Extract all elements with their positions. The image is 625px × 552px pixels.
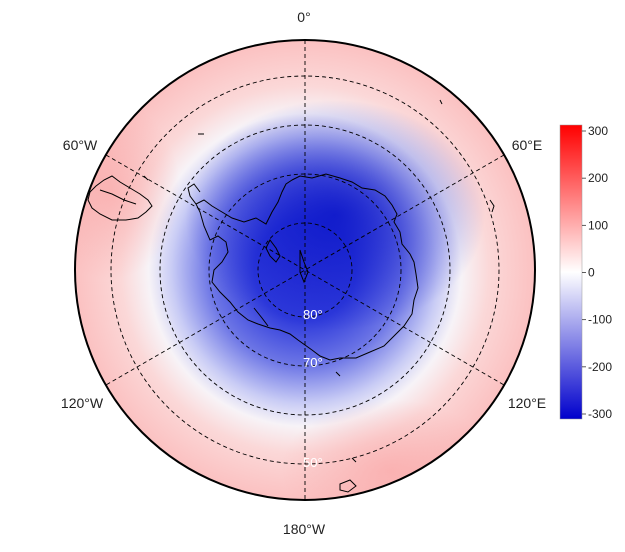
lon-label-60w: 60°W xyxy=(63,137,98,153)
lat-circle-80 xyxy=(257,222,353,318)
field-shading xyxy=(75,40,535,500)
map-border xyxy=(74,39,536,501)
colorbar-tick-label: 100 xyxy=(588,218,608,232)
colorbar-tick-label: 200 xyxy=(588,171,608,185)
lon-label-120w: 120°W xyxy=(61,395,104,411)
lat-label-50: 50° xyxy=(303,455,323,470)
antarctica-coastline xyxy=(187,173,419,361)
lat-circle-60 xyxy=(159,124,451,416)
colorbar: 300 200 100 0 -100 -200 -300 xyxy=(559,124,612,421)
islands xyxy=(198,99,495,493)
lon-label-0: 0° xyxy=(297,9,310,25)
lat-label-70: 70° xyxy=(303,355,323,370)
colorbar-tick-label: 0 xyxy=(588,266,595,280)
graticule xyxy=(105,40,505,500)
lon-label-120e: 120°E xyxy=(508,395,546,411)
colorbar-tick-label: -200 xyxy=(588,360,612,374)
colorbar-ticks: 300 200 100 0 -100 -200 -300 xyxy=(582,124,612,421)
colorbar-tick-label: -100 xyxy=(588,313,612,327)
lon-label-60e: 60°E xyxy=(512,137,543,153)
lon-label-180w: 180°W xyxy=(283,521,326,537)
colorbar-tick-label: -300 xyxy=(588,407,612,421)
colorbar-tick-label: 300 xyxy=(588,124,608,138)
lat-label-80: 80° xyxy=(303,307,323,322)
south-america-coastline xyxy=(87,175,153,221)
colorbar-gradient xyxy=(559,124,583,420)
